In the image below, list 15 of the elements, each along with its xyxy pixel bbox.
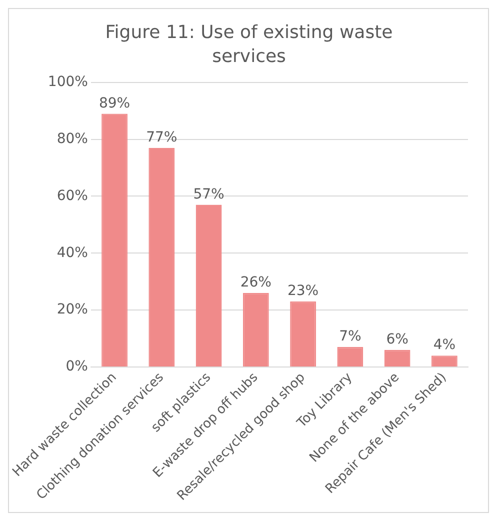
y-tick-label: 80% bbox=[56, 130, 88, 147]
data-label: 26% bbox=[240, 274, 272, 291]
data-label: 6% bbox=[386, 332, 408, 348]
y-tick-label: 40% bbox=[56, 244, 88, 261]
data-label: 57% bbox=[193, 186, 224, 202]
data-label: 89% bbox=[98, 95, 130, 112]
y-tick-label: 20% bbox=[56, 302, 88, 318]
data-label: 7% bbox=[339, 328, 362, 345]
data-label: 23% bbox=[287, 283, 319, 300]
chart-title: Figure 11: Use of existing waste services bbox=[104, 21, 394, 69]
y-tick-label: 0% bbox=[66, 358, 88, 375]
data-label: 4% bbox=[433, 337, 456, 354]
data-label: 77% bbox=[146, 129, 178, 146]
y-tick-label: 100% bbox=[48, 74, 88, 90]
y-tick-label: 60% bbox=[56, 188, 88, 204]
